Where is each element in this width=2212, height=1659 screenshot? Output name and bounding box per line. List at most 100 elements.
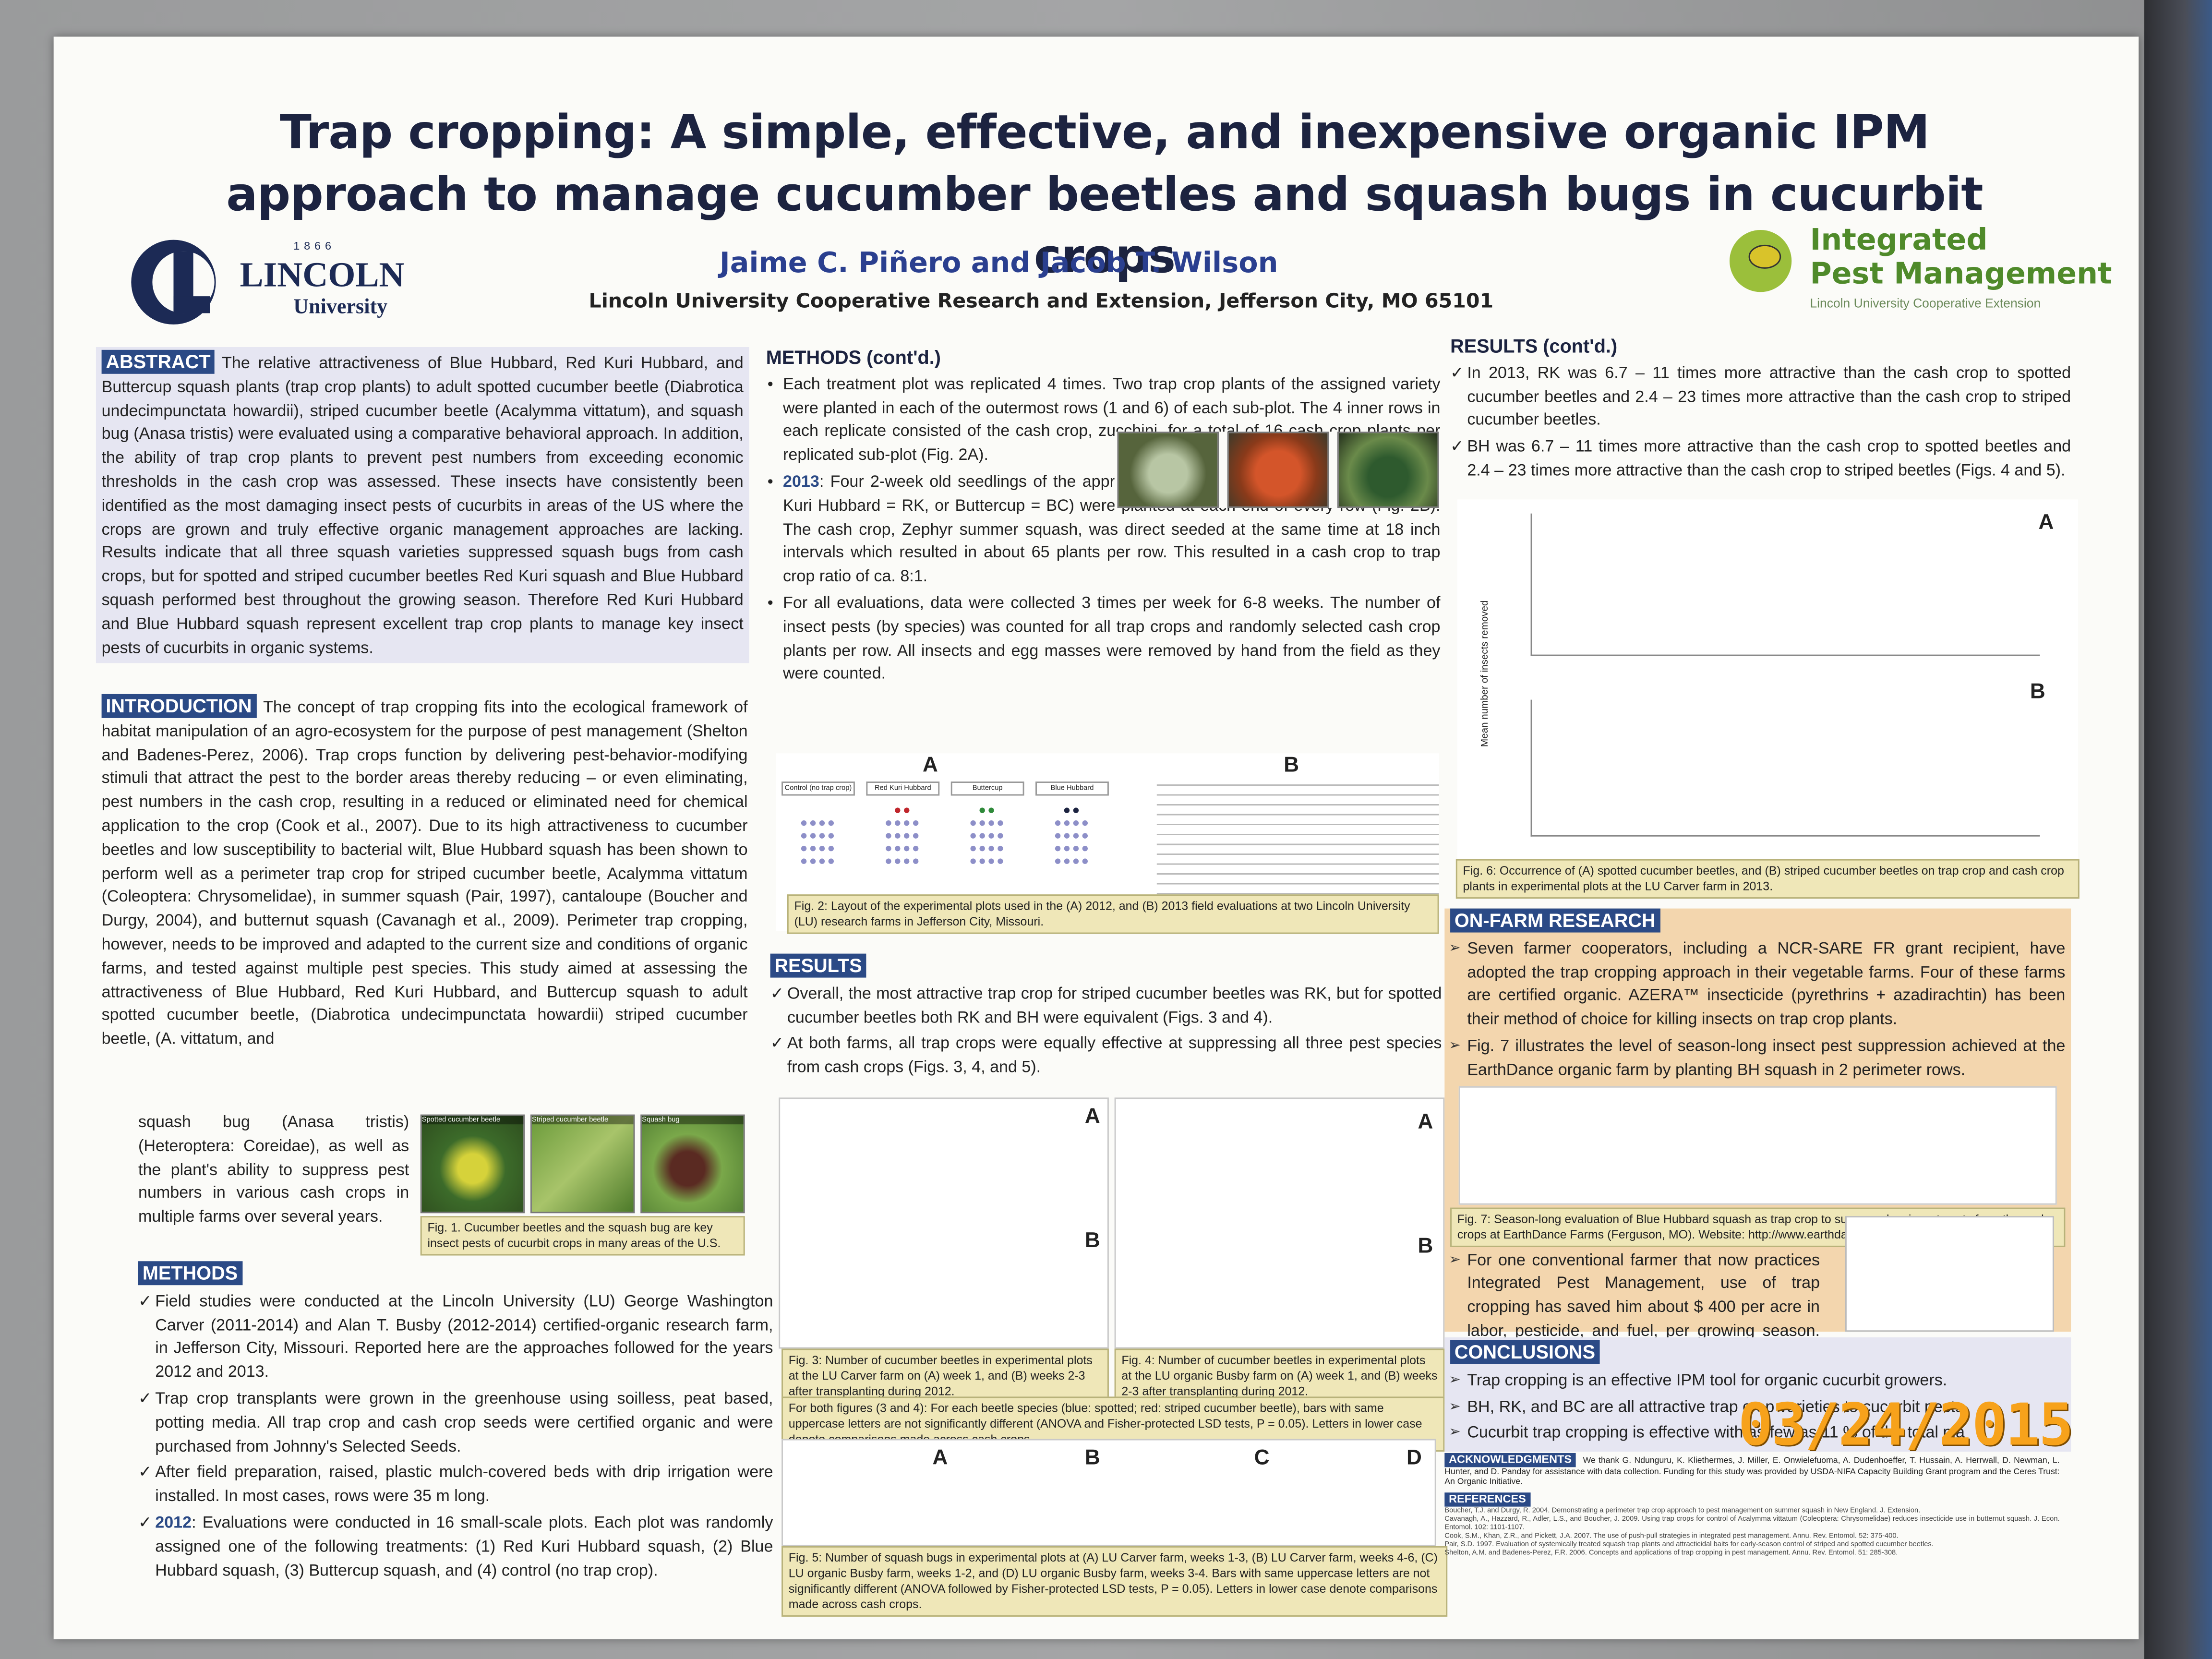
photo (1337, 432, 1439, 508)
bullet-text: Field studies were conducted at the Linc… (155, 1292, 773, 1382)
bullet-text: In 2013, RK was 6.7 – 11 times more attr… (1467, 363, 2071, 430)
bullet: 2012: Evaluations were conducted in 16 s… (138, 1512, 773, 1583)
bullet: Field studies were conducted at the Linc… (138, 1290, 773, 1385)
bullet: Trap crop transplants were grown in the … (138, 1388, 773, 1459)
section-heading: RESULTS (770, 953, 866, 978)
plot: Red Kuri Hubbard ●● ●●●● ●●●● ●●●● ●●●● (866, 781, 940, 868)
figure-7 (1458, 1085, 2057, 1204)
bullet-text: : Four 2-week old seedlings of the appro… (783, 472, 1441, 586)
logo-mark (1729, 230, 1792, 292)
panel-letter: A (2038, 510, 2054, 535)
poster-title: Trap cropping: A simple, effective, and … (226, 104, 1983, 284)
panel-letter: A (1418, 1110, 1433, 1134)
plot: Buttercup ●● ●●●● ●●●● ●●●● ●●●● (950, 781, 1024, 868)
bullet: Cucurbit trap cropping is effective with… (1449, 1422, 2065, 1446)
section-heading: METHODS (cont'd.) (766, 347, 941, 369)
results: RESULTS Overall, the most attractive tra… (770, 953, 1442, 1083)
results-cont: RESULTS (cont'd.) In 2013, RK was 6.7 – … (1450, 336, 2071, 486)
booth-edge (2144, 0, 2212, 1659)
figure-6: Mean number of insects removed A B (1457, 499, 2078, 861)
section-heading: CONCLUSIONS (1450, 1340, 1599, 1364)
bullet-list: Overall, the most attractive trap crop f… (770, 983, 1442, 1081)
authors: Jaime C. Piñero and Jacob T. Wilson (719, 245, 1278, 279)
bullet-label: 2013 (783, 472, 819, 491)
bullet: 2013: Four 2-week old seedlings of the a… (766, 471, 1441, 590)
bullet-text: Each treatment plot was replicated 4 tim… (783, 375, 1441, 465)
photo-label: Spotted cucumber beetle (421, 1116, 524, 1125)
logo-year: 1866 (293, 240, 336, 253)
bullet-text: For all evaluations, data were collected… (783, 594, 1441, 684)
methods: METHODS Field studies were conducted at … (138, 1261, 773, 1586)
figure-4: A B (1114, 1097, 1445, 1349)
plot-area (1530, 513, 2040, 656)
photo: Spotted cucumber beetle (420, 1114, 525, 1214)
section-heading: ON-FARM RESEARCH (1450, 908, 1660, 933)
section-heading: METHODS (138, 1261, 242, 1286)
plot-dots: ●● ●●●● ●●●● ●●●● ●●●● (969, 803, 1006, 868)
lincoln-logo: 1866 LINCOLN University (127, 234, 493, 333)
bullet-list: Field studies were conducted at the Linc… (138, 1290, 773, 1583)
plot-area (1530, 699, 2040, 837)
plot-label: Buttercup (950, 781, 1024, 796)
panel-letter: A (1084, 1105, 1100, 1129)
panel-letter: D (1406, 1446, 1422, 1470)
plot-label: Red Kuri Hubbard (866, 781, 940, 796)
bullet: Seven farmer cooperators, including a NC… (1449, 938, 2065, 1033)
conclusions: CONCLUSIONS Trap cropping is an effectiv… (1444, 1337, 2071, 1452)
panel-letter: B (2030, 680, 2045, 704)
plot-dots: ●●●● ●●●● ●●●● ●●●● (800, 815, 837, 868)
on-farm-research: ON-FARM RESEARCH Seven farmer cooperator… (1444, 908, 2071, 1387)
fig-caption: Fig. 1. Cucumber beetles and the squash … (420, 1216, 745, 1256)
ack-text: We thank G. Ndunguru, K. Kliethermes, J.… (1444, 1457, 2060, 1487)
plot-dots: ●● ●●●● ●●●● ●●●● ●●●● (884, 803, 921, 868)
reference: Cook, S.M., Khan, Z.R., and Pickett, J.A… (1444, 1532, 1899, 1541)
bullet-list: Seven farmer cooperators, including a NC… (1449, 938, 2066, 1083)
panel-letter: A (922, 753, 938, 778)
logo-sub: Lincoln University Cooperative Extension (1810, 296, 2041, 311)
bullet: For all evaluations, data were collected… (766, 592, 1441, 687)
affiliation: Lincoln University Cooperative Research … (589, 290, 1494, 313)
panel-letter: C (1254, 1446, 1270, 1470)
bullet-text: Overall, the most attractive trap crop f… (787, 984, 1442, 1027)
bullet-text: BH was 6.7 – 11 times more attractive th… (1467, 437, 2071, 480)
section-heading: REFERENCES (1444, 1491, 1530, 1506)
section-heading: ABSTRACT (101, 349, 215, 374)
reference: Pair, S.D. 1997. Evaluation of systemica… (1444, 1540, 1934, 1549)
bullet: After field preparation, raised, plastic… (138, 1462, 773, 1510)
bullet: Fig. 7 illustrates the level of season-l… (1449, 1035, 2066, 1083)
fig-caption: Fig. 2: Layout of the experimental plots… (787, 894, 1439, 934)
bullet-text: BH, RK, and BC are all attractive trap c… (1467, 1397, 1968, 1416)
plot: Control (no trap crop) ●●●● ●●●● ●●●● ●●●● (781, 781, 855, 867)
bullet-text: Trap crop transplants were grown in the … (155, 1389, 773, 1455)
bullet: BH, RK, and BC are all attractive trap c… (1449, 1396, 2065, 1419)
bullet-text: Trap cropping is an effective IPM tool f… (1467, 1370, 1948, 1390)
y-axis-label: Mean number of insects removed (1480, 600, 1491, 747)
reference: Shelton, A.M. and Badenes-Perez, F.R. 20… (1444, 1549, 1898, 1558)
section-heading: RESULTS (cont'd.) (1450, 336, 1618, 357)
panel-letter: B (1418, 1234, 1433, 1259)
panel-letter: A (932, 1446, 948, 1470)
photo (1227, 432, 1329, 508)
ipm-logo: Integrated Pest Management Lincoln Unive… (1725, 223, 2112, 330)
photo (1117, 432, 1219, 508)
bullet: BH was 6.7 – 11 times more attractive th… (1450, 436, 2071, 484)
panel-letter: B (1284, 753, 1299, 778)
photo-label: Squash bug (642, 1116, 744, 1125)
abstract: ABSTRACT The relative attractiveness of B… (96, 347, 749, 664)
logo-line2: Pest Management (1810, 256, 2112, 291)
bullet-text: : Evaluations were conducted in 16 small… (155, 1514, 773, 1580)
reference: Boucher, T.J. and Durgy, R. 2004. Demons… (1444, 1506, 1921, 1515)
panel-letter: B (1084, 1446, 1100, 1470)
bullet-text: Fig. 7 illustrates the level of season-l… (1467, 1036, 2066, 1079)
bullet-text: At both farms, all trap crops were equal… (787, 1034, 1442, 1077)
logo-name: LINCOLN (240, 256, 405, 295)
plot: Blue Hubbard ●● ●●●● ●●●● ●●●● ●●●● (1035, 781, 1109, 867)
bullet-text: After field preparation, raised, plastic… (155, 1463, 773, 1506)
section-heading: INTRODUCTION (101, 694, 256, 718)
photo: Striped cucumber beetle (530, 1114, 635, 1214)
bullet: Overall, the most attractive trap crop f… (770, 983, 1442, 1031)
poster: Trap cropping: A simple, effective, and … (53, 36, 2139, 1639)
plot-label: Blue Hubbard (1035, 781, 1109, 796)
